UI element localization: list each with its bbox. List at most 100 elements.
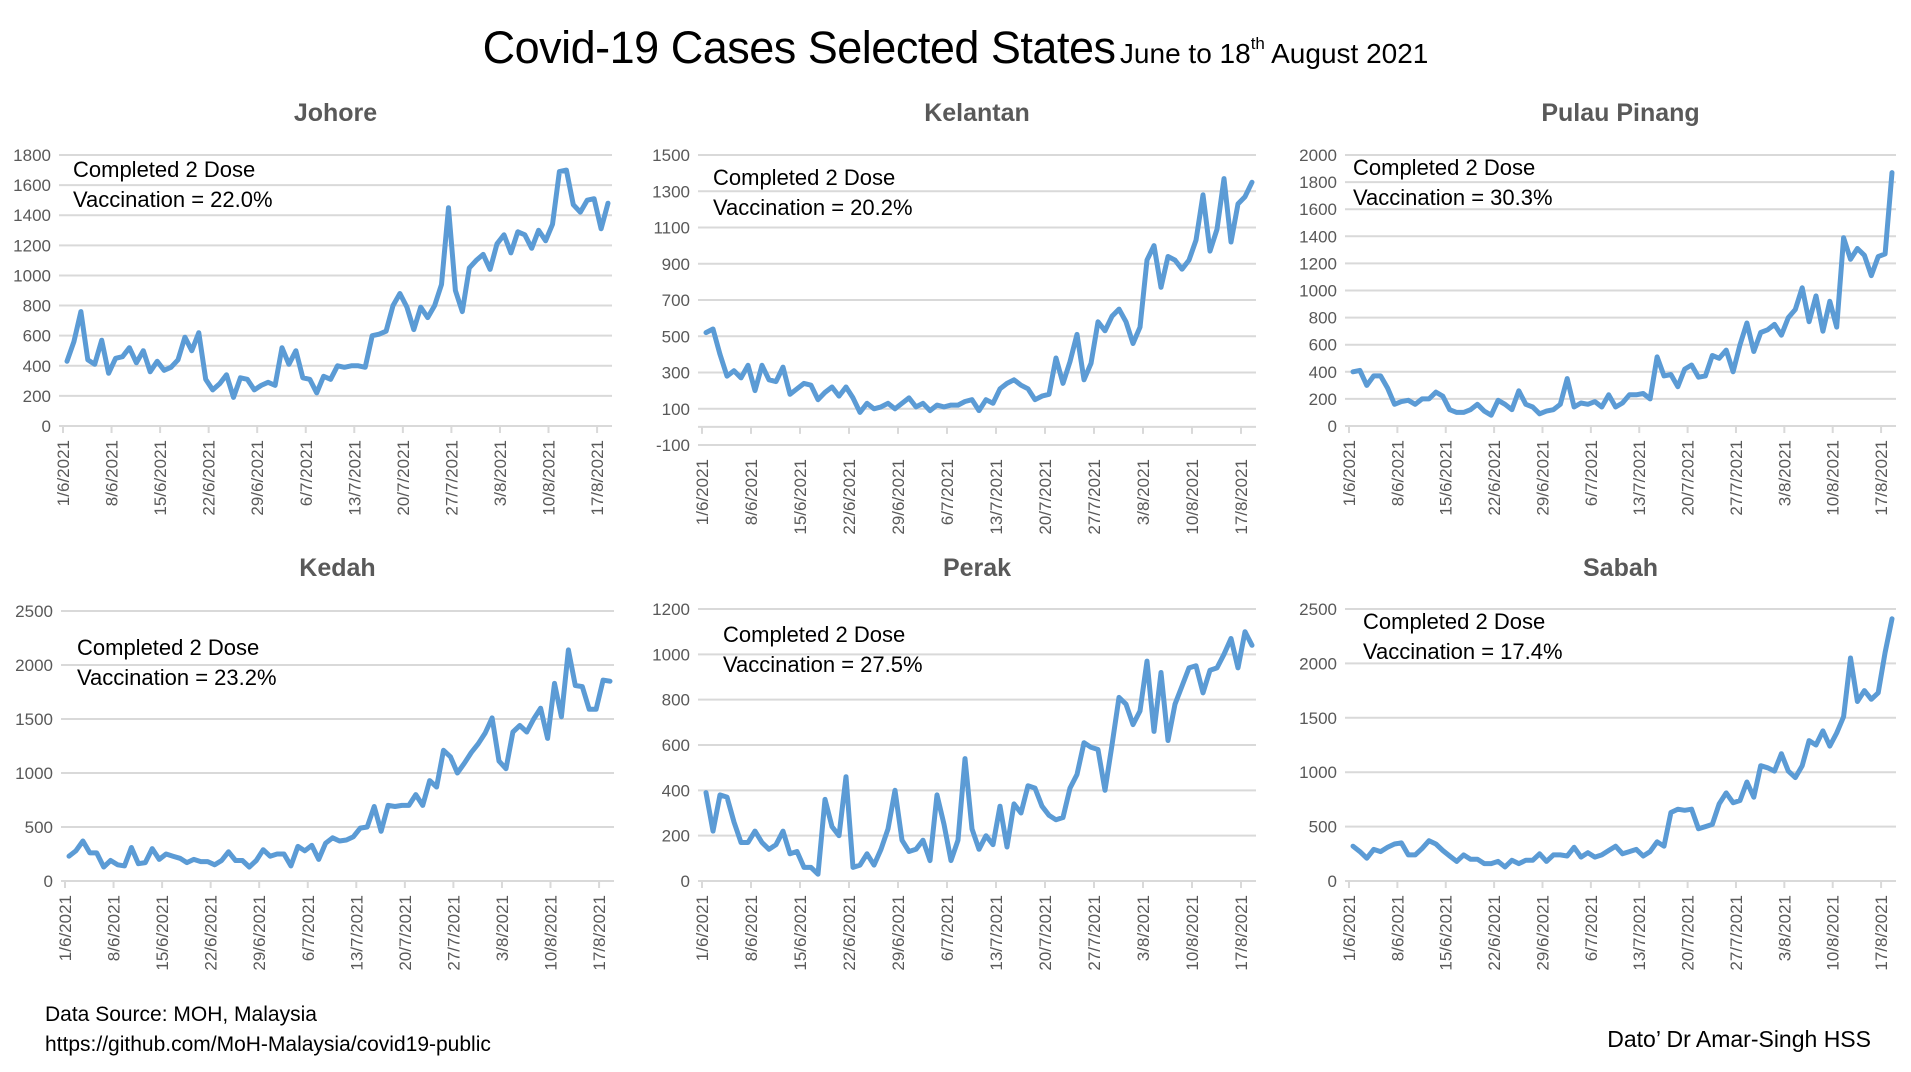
x-tick-label: 1/6/2021 xyxy=(1340,895,1359,961)
chart-title: Perak xyxy=(943,554,1011,582)
y-tick-label: 400 xyxy=(1309,363,1337,382)
x-tick-label: 6/7/2021 xyxy=(1582,440,1601,506)
x-tick-label: 22/6/2021 xyxy=(1485,440,1504,516)
x-tick-label: 22/6/2021 xyxy=(200,440,219,516)
chart-title: Pulau Pinang xyxy=(1541,99,1699,127)
annotation-dose-label: Completed 2 Dose xyxy=(1353,155,1535,180)
x-tick-label: 15/6/2021 xyxy=(791,895,810,971)
page-title: Covid-19 Cases Selected States June to 1… xyxy=(0,22,1911,74)
x-tick-label: 15/6/2021 xyxy=(153,895,172,971)
annotation-vaccination-rate: Vaccination = 27.5% xyxy=(723,652,923,677)
series-line-johore xyxy=(64,167,611,400)
y-tick-label: 1000 xyxy=(1299,763,1337,782)
x-tick-label: 3/8/2021 xyxy=(1775,895,1794,961)
y-tick-label: 1300 xyxy=(652,182,690,201)
y-tick-label: 0 xyxy=(681,872,690,891)
y-tick-label: 1200 xyxy=(1299,254,1337,273)
y-tick-label: 500 xyxy=(662,327,690,346)
x-tick-label: 20/7/2021 xyxy=(1036,895,1055,971)
chart-sabah: Sabah 0 500 1000 1500 2000 2500 1/6/2021 8/6/202… xyxy=(1299,554,1896,971)
x-tick-label: 8/6/2021 xyxy=(742,895,761,961)
annotation-dose-label: Completed 2 Dose xyxy=(723,622,905,647)
y-tick-label: 1000 xyxy=(1299,282,1337,301)
x-tick-label: 15/6/2021 xyxy=(791,459,810,535)
y-tick-label: 1800 xyxy=(1299,173,1337,192)
y-tick-label: 1000 xyxy=(15,764,53,783)
x-tick-label: 8/6/2021 xyxy=(105,895,124,961)
y-tick-label: 0 xyxy=(44,872,53,891)
y-tick-label: 0 xyxy=(1328,872,1337,891)
x-tick-label: 13/7/2021 xyxy=(1630,440,1649,516)
x-tick-label: 3/8/2021 xyxy=(1134,459,1153,525)
y-tick-label: 1000 xyxy=(13,266,51,285)
x-tick-label: 27/7/2021 xyxy=(444,895,463,971)
x-tick-label: 17/8/2021 xyxy=(590,895,609,971)
x-tick-label: 29/6/2021 xyxy=(250,895,269,971)
x-tick-label: 3/8/2021 xyxy=(493,895,512,961)
y-tick-label: 800 xyxy=(23,297,51,316)
x-tick-label: 6/7/2021 xyxy=(1582,895,1601,961)
subtitle-suffix: August 2021 xyxy=(1264,38,1429,69)
x-tick-label: 10/8/2021 xyxy=(542,895,561,971)
chart-title: Kedah xyxy=(299,554,375,582)
subtitle-prefix: June to 18 xyxy=(1119,38,1251,69)
data-source: Data Source: MOH, Malaysia https://githu… xyxy=(45,1000,491,1060)
y-tick-label: 1400 xyxy=(13,206,51,225)
chart-perak: Perak 0 200 400 600 800 1000 1200 1/6/2021 8/6/20… xyxy=(652,554,1256,971)
y-tick-label: 2000 xyxy=(1299,146,1337,165)
y-tick-label: 1200 xyxy=(652,600,690,619)
main-title-text: Covid-19 Cases Selected States xyxy=(482,22,1116,73)
x-tick-label: 3/8/2021 xyxy=(1775,440,1794,506)
y-tick-label: 800 xyxy=(662,691,690,710)
x-tick-label: 1/6/2021 xyxy=(1340,440,1359,506)
y-tick-label: 400 xyxy=(662,781,690,800)
x-tick-label: 1/6/2021 xyxy=(693,459,712,525)
x-tick-label: 17/8/2021 xyxy=(1872,895,1891,971)
x-tick-label: 29/6/2021 xyxy=(1533,440,1552,516)
chart-pulau-pinang: Pulau Pinang 0 200 400 600 800 1000 1200 1400 160… xyxy=(1299,99,1896,516)
annotation-vaccination-rate: Vaccination = 22.0% xyxy=(73,187,273,212)
x-tick-label: 22/6/2021 xyxy=(1485,895,1504,971)
x-tick-label: 17/8/2021 xyxy=(1232,895,1251,971)
annotation-dose-label: Completed 2 Dose xyxy=(713,165,895,190)
annotation-vaccination-rate: Vaccination = 30.3% xyxy=(1353,185,1553,210)
y-tick-label: 300 xyxy=(662,364,690,383)
y-tick-label: 1500 xyxy=(652,146,690,165)
y-tick-label: 1000 xyxy=(652,645,690,664)
x-tick-label: 8/6/2021 xyxy=(103,440,122,506)
subtitle-text: June to 18th August 2021 xyxy=(1119,34,1429,69)
series-line-kedah xyxy=(66,647,613,870)
x-tick-label: 22/6/2021 xyxy=(840,459,859,535)
y-tick-label: 1600 xyxy=(1299,200,1337,219)
x-tick-label: 6/7/2021 xyxy=(297,440,316,506)
x-tick-label: 10/8/2021 xyxy=(1183,459,1202,535)
x-tick-label: 20/7/2021 xyxy=(394,440,413,516)
y-tick-label: 1500 xyxy=(15,710,53,729)
chart-kelantan: Kelantan -100 100 300 500 700 900 1100 1300 1500 1… xyxy=(652,99,1256,535)
x-tick-label: 27/7/2021 xyxy=(1727,440,1746,516)
annotation-dose-label: Completed 2 Dose xyxy=(73,157,255,182)
x-tick-label: 20/7/2021 xyxy=(1679,440,1698,516)
y-tick-label: 500 xyxy=(1309,818,1337,837)
x-tick-label: 10/8/2021 xyxy=(1824,895,1843,971)
x-tick-label: 20/7/2021 xyxy=(1036,459,1055,535)
x-tick-label: 15/6/2021 xyxy=(151,440,170,516)
chart-johore: Johore 0 200 400 600 800 1000 1200 1400 1600 1800 1… xyxy=(13,99,612,516)
x-tick-label: 1/6/2021 xyxy=(54,440,73,506)
x-tick-label: 20/7/2021 xyxy=(1679,895,1698,971)
y-tick-label: 0 xyxy=(42,417,51,436)
y-tick-label: 600 xyxy=(1309,336,1337,355)
x-tick-label: 13/7/2021 xyxy=(345,440,364,516)
x-tick-label: 27/7/2021 xyxy=(442,440,461,516)
y-tick-label: 400 xyxy=(23,357,51,376)
x-tick-label: 10/8/2021 xyxy=(1824,440,1843,516)
y-tick-label: 0 xyxy=(1328,417,1337,436)
x-tick-label: 10/8/2021 xyxy=(1183,895,1202,971)
x-tick-label: 8/6/2021 xyxy=(1388,440,1407,506)
y-tick-label: 200 xyxy=(23,387,51,406)
annotation-vaccination-rate: Vaccination = 17.4% xyxy=(1363,639,1563,664)
x-tick-label: 17/8/2021 xyxy=(1232,459,1251,535)
x-tick-label: 22/6/2021 xyxy=(202,895,221,971)
x-tick-label: 15/6/2021 xyxy=(1437,440,1456,516)
x-tick-label: 3/8/2021 xyxy=(1134,895,1153,961)
